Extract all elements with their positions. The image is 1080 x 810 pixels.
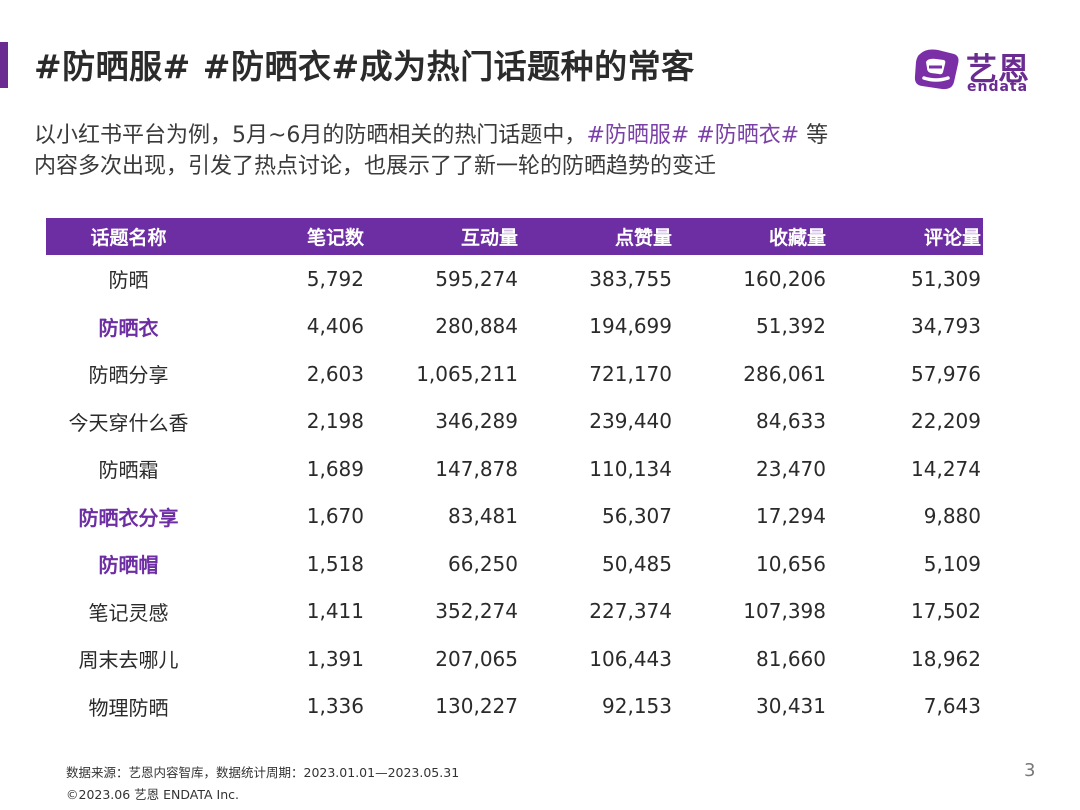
comments-cell: 34,793	[911, 314, 981, 339]
likes-cell: 721,170	[589, 361, 672, 386]
interactions-cell: 207,065	[435, 646, 518, 671]
endata-logo-icon	[914, 49, 959, 90]
favorites-cell: 84,633	[756, 409, 826, 434]
topic-name-cell: 防晒	[108, 268, 149, 293]
favorites-cell: 23,470	[756, 456, 826, 481]
favorites-cell: 30,431	[756, 694, 826, 719]
favorites-cell: 17,294	[756, 504, 826, 529]
intro-text-2: 等	[799, 123, 829, 148]
table-body: 防晒 5,792 595,274 383,755 160,206 51,309 防晒衣 4,4…	[46, 255, 983, 730]
interactions-cell: 130,227	[435, 694, 518, 719]
comments-cell: 17,502	[911, 599, 981, 624]
table-row: 物理防晒 1,336 130,227 92,153 30,431 7,643	[46, 683, 983, 731]
likes-cell: 56,307	[602, 504, 672, 529]
copyright-note: ©2023.06 艺恩 ENDATA Inc.	[66, 787, 240, 802]
comments-cell: 57,976	[911, 361, 981, 386]
notes-cell: 1,411	[306, 599, 364, 624]
topic-name-cell: 防晒霜	[98, 458, 159, 483]
interactions-cell: 83,481	[448, 504, 518, 529]
table-row: 防晒衣 4,406 280,884 194,699 51,392 34,793	[46, 303, 983, 351]
topic-name-cell: 防晒帽	[98, 553, 159, 578]
likes-cell: 239,440	[589, 409, 672, 434]
notes-cell: 1,518	[306, 551, 364, 576]
page-title: #防晒服# #防晒衣#成为热门话题种的常客	[34, 47, 695, 86]
notes-cell: 1,670	[306, 504, 364, 529]
interactions-cell: 66,250	[448, 551, 518, 576]
intro-highlight: #防晒服# #防晒衣#	[586, 123, 800, 148]
interactions-cell: 147,878	[435, 456, 518, 481]
table-header: 话题名称 笔记数 互动量 点赞量 收藏量 评论量	[46, 218, 983, 255]
topics-table: 话题名称 笔记数 互动量 点赞量 收藏量 评论量 防晒 5,792 595,274 3…	[46, 218, 983, 730]
likes-cell: 227,374	[589, 599, 672, 624]
intro-paragraph: 以小红书平台为例，5月~6月的防晒相关的热门话题中，#防晒服# #防晒衣# 等 …	[34, 120, 934, 182]
comments-cell: 14,274	[911, 456, 981, 481]
favorites-cell: 107,398	[743, 599, 826, 624]
interactions-cell: 346,289	[435, 409, 518, 434]
likes-cell: 110,134	[589, 456, 672, 481]
likes-cell: 194,699	[589, 314, 672, 339]
notes-cell: 5,792	[306, 266, 364, 291]
endata-logo: 艺恩 endata	[912, 44, 1042, 96]
table-row: 防晒霜 1,689 147,878 110,134 23,470 14,274	[46, 445, 983, 493]
page-number: 3	[1024, 760, 1036, 781]
comments-cell: 51,309	[911, 266, 981, 291]
topic-name-cell: 物理防晒	[88, 695, 169, 720]
notes-cell: 1,689	[306, 456, 364, 481]
header-favorites: 收藏量	[768, 227, 826, 249]
interactions-cell: 352,274	[435, 599, 518, 624]
logo-english-text: endata	[967, 79, 1029, 95]
favorites-cell: 160,206	[743, 266, 826, 291]
notes-cell: 2,198	[306, 409, 364, 434]
comments-cell: 7,643	[923, 694, 981, 719]
title-accent-bar	[0, 42, 8, 88]
favorites-cell: 10,656	[756, 551, 826, 576]
intro-text-1: 以小红书平台为例，5月~6月的防晒相关的热门话题中，	[34, 123, 587, 148]
header-topic-name: 话题名称	[90, 227, 167, 249]
header-likes: 点赞量	[614, 227, 672, 249]
intro-line-1: 以小红书平台为例，5月~6月的防晒相关的热门话题中，#防晒服# #防晒衣# 等	[34, 120, 934, 151]
data-source-note: 数据来源：艺恩内容智库，数据统计周期：2023.01.01—2023.05.31	[66, 765, 460, 780]
notes-cell: 4,406	[306, 314, 364, 339]
notes-cell: 2,603	[306, 361, 364, 386]
comments-cell: 22,209	[911, 409, 981, 434]
logo-chinese-text: 艺恩	[966, 52, 1030, 88]
table-row: 防晒衣分享 1,670 83,481 56,307 17,294 9,880	[46, 493, 983, 541]
notes-cell: 1,391	[306, 646, 364, 671]
header-comments: 评论量	[923, 227, 981, 249]
favorites-cell: 286,061	[743, 361, 826, 386]
table-row: 防晒 5,792 595,274 383,755 160,206 51,309	[46, 255, 983, 303]
favorites-cell: 81,660	[756, 646, 826, 671]
table-row: 防晒帽 1,518 66,250 50,485 10,656 5,109	[46, 540, 983, 588]
favorites-cell: 51,392	[756, 314, 826, 339]
interactions-cell: 280,884	[435, 314, 518, 339]
comments-cell: 18,962	[911, 646, 981, 671]
comments-cell: 9,880	[923, 504, 981, 529]
table-row: 防晒分享 2,603 1,065,211 721,170 286,061 57,976	[46, 350, 983, 398]
topic-name-cell: 笔记灵感	[88, 600, 169, 625]
notes-cell: 1,336	[306, 694, 364, 719]
topic-name-cell: 今天穿什么香	[68, 410, 189, 435]
intro-line-2: 内容多次出现，引发了热点讨论，也展示了了新一轮的防晒趋势的变迁	[34, 154, 717, 179]
topic-name-cell: 防晒衣	[98, 315, 159, 340]
topic-name-cell: 防晒衣分享	[78, 505, 179, 530]
interactions-cell: 1,065,211	[416, 361, 518, 386]
table-row: 笔记灵感 1,411 352,274 227,374 107,398 17,502	[46, 588, 983, 636]
header-interactions: 互动量	[460, 227, 518, 249]
topic-name-cell: 防晒分享	[88, 363, 169, 388]
table-row: 周末去哪儿 1,391 207,065 106,443 81,660 18,962	[46, 635, 983, 683]
topic-name-cell: 周末去哪儿	[78, 648, 179, 673]
comments-cell: 5,109	[923, 551, 981, 576]
interactions-cell: 595,274	[435, 266, 518, 291]
likes-cell: 106,443	[589, 646, 672, 671]
likes-cell: 383,755	[589, 266, 672, 291]
likes-cell: 50,485	[602, 551, 672, 576]
likes-cell: 92,153	[602, 694, 672, 719]
header-notes: 笔记数	[306, 227, 364, 249]
table-row: 今天穿什么香 2,198 346,289 239,440 84,633 22,209	[46, 398, 983, 446]
